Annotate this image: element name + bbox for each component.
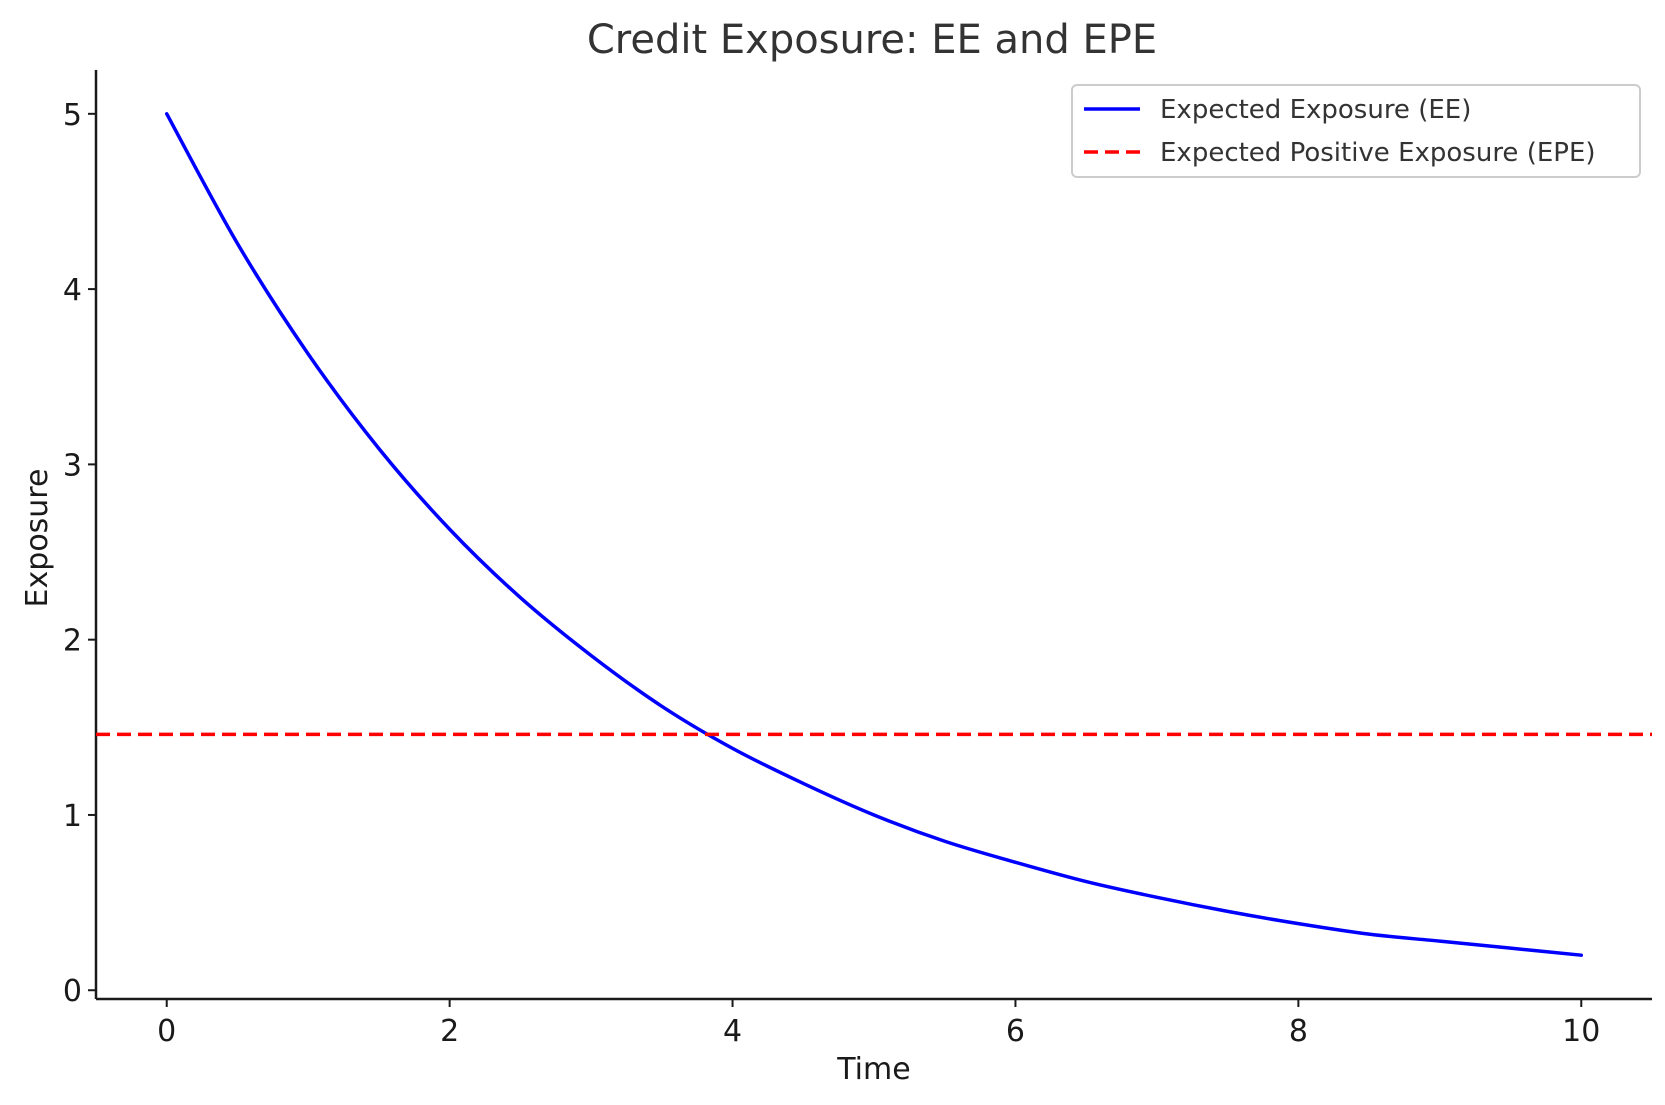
x-tick-label: 8 — [1289, 1014, 1308, 1049]
y-tick-label: 0 — [63, 974, 82, 1009]
x-tick-label: 4 — [723, 1014, 742, 1049]
plot-area: 0 2 4 6 8 10 0 1 2 3 4 5 — [63, 70, 1652, 1049]
chart-title: Credit Exposure: EE and EPE — [587, 17, 1157, 63]
x-tick-label: 2 — [440, 1014, 459, 1049]
y-tick-label: 4 — [63, 273, 82, 308]
y-tick-label: 1 — [63, 799, 82, 834]
y-tick-label: 2 — [63, 624, 82, 659]
x-axis-label: Time — [836, 1052, 910, 1087]
x-tick-label: 6 — [1006, 1014, 1025, 1049]
legend-label: Expected Positive Exposure (EPE) — [1160, 138, 1596, 168]
ee-line — [164, 112, 1584, 957]
y-tick-label: 5 — [63, 98, 82, 133]
legend: Expected Exposure (EE) Expected Positive … — [1071, 84, 1641, 178]
x-tick-label: 0 — [157, 1014, 176, 1049]
legend-label: Expected Exposure (EE) — [1160, 95, 1471, 125]
x-tick-label: 10 — [1562, 1014, 1600, 1049]
y-tick-label: 3 — [63, 448, 82, 483]
legend-frame — [1071, 84, 1641, 178]
y-axis-label: Exposure — [20, 469, 55, 608]
